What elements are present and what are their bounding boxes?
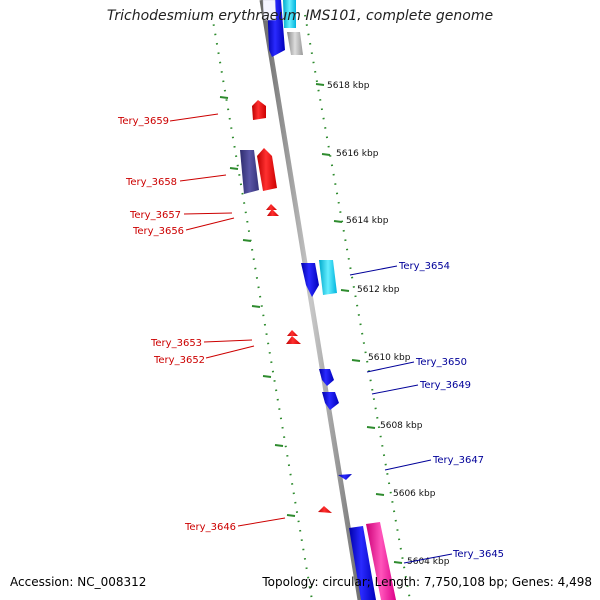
tick-label-5610: 5610 kbp bbox=[368, 353, 411, 363]
tick-label-5614: 5614 kbp bbox=[346, 216, 389, 226]
accession-label: Accession: NC_008312 bbox=[10, 575, 147, 589]
tick-5608: 5608 kbp bbox=[366, 421, 423, 431]
tick-label-5618: 5618 kbp bbox=[327, 81, 370, 91]
feature-glyphs bbox=[240, 0, 396, 600]
gene-top-gray[interactable] bbox=[287, 32, 303, 55]
forward-gene-labels: Tery_3654 Tery_3650 Tery_3649 Tery_3647 … bbox=[349, 261, 504, 564]
gene-top-white[interactable] bbox=[262, 0, 277, 21]
gene-tery-3652[interactable] bbox=[286, 336, 301, 344]
gene-tery-3656[interactable] bbox=[267, 209, 279, 216]
tick-5604: 5604 kbp bbox=[393, 557, 450, 567]
gene-label-tery-3649[interactable]: Tery_3649 bbox=[419, 380, 471, 391]
gene-tery-3658[interactable] bbox=[257, 148, 277, 191]
gene-label-tery-3656[interactable]: Tery_3656 bbox=[132, 226, 184, 237]
gene-tery-3649[interactable] bbox=[322, 392, 339, 410]
genome-title: Trichodesmium erythraeum IMS101, complet… bbox=[106, 8, 494, 24]
gene-tery-3646[interactable] bbox=[318, 506, 332, 513]
kbp-tick-labels: 5618 kbp 5616 kbp 5614 kbp 5612 kbp 5610… bbox=[315, 81, 450, 567]
tick-5606: 5606 kbp bbox=[375, 489, 436, 499]
inner-dotted-track bbox=[304, 14, 411, 600]
gene-label-tery-3647[interactable]: Tery_3647 bbox=[432, 455, 484, 466]
tick-label-5616: 5616 kbp bbox=[336, 149, 379, 159]
gene-top-cyan[interactable] bbox=[283, 0, 296, 28]
gene-tery-3654-cyan[interactable] bbox=[319, 260, 337, 295]
gene-label-tery-3645[interactable]: Tery_3645 bbox=[452, 549, 504, 560]
outer-dotted-track bbox=[211, 14, 313, 600]
gene-tery-3654[interactable] bbox=[301, 263, 319, 297]
genome-backbone bbox=[259, 0, 363, 600]
gene-label-tery-3654[interactable]: Tery_3654 bbox=[398, 261, 450, 272]
gene-tery-3645-pink[interactable] bbox=[366, 522, 396, 600]
gene-label-tery-3646[interactable]: Tery_3646 bbox=[184, 522, 236, 533]
gene-label-tery-3659[interactable]: Tery_3659 bbox=[117, 116, 169, 127]
reverse-gene-labels: Tery_3659 Tery_3658 Tery_3657 Tery_3656 … bbox=[117, 113, 286, 533]
gene-tery-3645[interactable] bbox=[349, 526, 376, 600]
outer-major-ticks bbox=[219, 96, 296, 517]
gene-tery-3659[interactable] bbox=[252, 100, 266, 120]
tick-label-5604: 5604 kbp bbox=[407, 557, 450, 567]
tick-label-5608: 5608 kbp bbox=[380, 421, 423, 431]
tick-5618: 5618 kbp bbox=[315, 81, 370, 91]
tick-5614: 5614 kbp bbox=[333, 216, 389, 226]
tick-5616: 5616 kbp bbox=[321, 149, 379, 159]
gene-tery-3647[interactable] bbox=[338, 474, 352, 480]
gene-label-tery-3657[interactable]: Tery_3657 bbox=[129, 210, 181, 221]
gene-tery-3650[interactable] bbox=[319, 369, 334, 386]
gene-tery-3658-purple[interactable] bbox=[240, 150, 259, 194]
gene-tery-3657[interactable] bbox=[266, 204, 277, 210]
tick-5612: 5612 kbp bbox=[340, 285, 400, 295]
gene-label-tery-3653[interactable]: Tery_3653 bbox=[150, 338, 202, 349]
tick-label-5612: 5612 kbp bbox=[357, 285, 400, 295]
gene-label-tery-3650[interactable]: Tery_3650 bbox=[415, 357, 467, 368]
gene-label-tery-3652[interactable]: Tery_3652 bbox=[153, 355, 205, 366]
gene-tery-3653[interactable] bbox=[287, 330, 298, 336]
topology-summary: Topology: circular; Length: 7,750,108 bp… bbox=[262, 575, 592, 589]
tick-5610: 5610 kbp bbox=[351, 353, 411, 363]
tick-label-5606: 5606 kbp bbox=[393, 489, 436, 499]
gene-label-tery-3658[interactable]: Tery_3658 bbox=[125, 177, 177, 188]
